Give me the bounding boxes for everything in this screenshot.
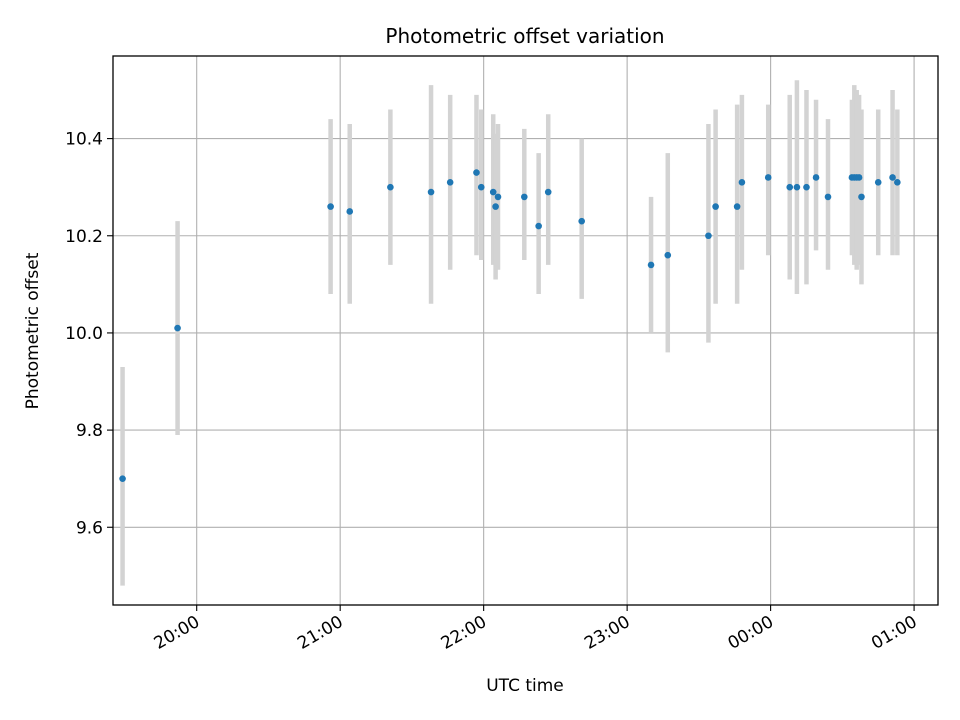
data-point <box>521 193 528 201</box>
data-point <box>427 188 435 196</box>
data-point <box>812 174 820 181</box>
data-point <box>492 203 499 210</box>
data-point <box>764 174 772 181</box>
data-point <box>874 179 882 186</box>
y-tick-label: 10.0 <box>65 324 103 344</box>
data-points <box>119 169 901 482</box>
data-point <box>578 217 585 225</box>
x-axis-title: UTC time <box>486 676 564 696</box>
data-point <box>858 193 865 201</box>
data-point <box>738 179 746 186</box>
y-tick-label: 10.4 <box>65 130 103 150</box>
data-point <box>119 475 126 482</box>
data-point <box>664 251 672 259</box>
y-tick-label: 9.6 <box>76 518 103 538</box>
data-point <box>647 261 655 269</box>
data-point <box>535 222 542 230</box>
data-point <box>705 232 712 240</box>
data-point <box>387 183 394 191</box>
data-point <box>494 193 502 201</box>
data-point <box>712 203 719 210</box>
data-point <box>446 179 454 186</box>
data-point <box>489 188 497 196</box>
y-axis-title: Photometric offset <box>23 252 43 409</box>
data-point <box>544 188 552 196</box>
data-point <box>786 183 794 191</box>
data-point <box>346 208 354 215</box>
data-point <box>174 324 181 332</box>
data-point <box>889 174 896 181</box>
data-point <box>824 193 832 201</box>
y-tick-label: 9.8 <box>76 421 103 441</box>
data-point <box>894 179 901 186</box>
data-point <box>733 203 741 210</box>
data-point <box>327 203 334 210</box>
axes-frame <box>112 55 939 606</box>
y-tick-label: 10.2 <box>65 227 103 247</box>
data-point <box>803 183 810 191</box>
data-point <box>477 183 485 191</box>
chart-title: Photometric offset variation <box>385 24 664 48</box>
data-point <box>793 183 801 191</box>
data-point <box>855 174 863 181</box>
data-point <box>473 169 480 176</box>
